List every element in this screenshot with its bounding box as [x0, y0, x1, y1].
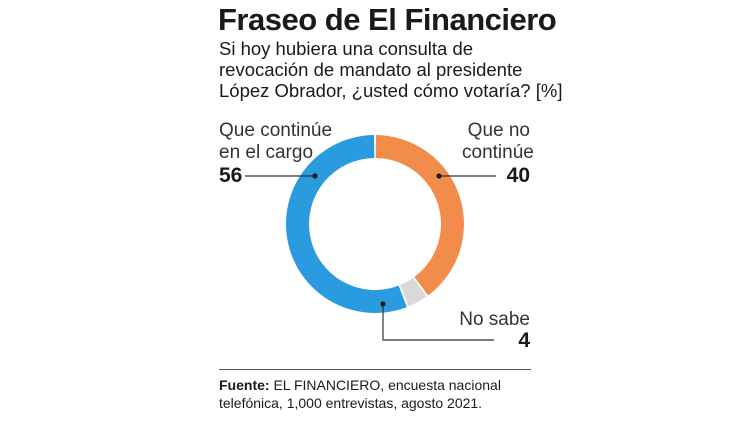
source-label: Fuente:: [219, 377, 270, 393]
subtitle-line: López Obrador, ¿usted cómo votaría? [%]: [219, 80, 563, 101]
footer-divider: [219, 369, 531, 370]
slice-value-not-continue: 40: [506, 164, 530, 187]
chart-title: Fraseo de El Financiero: [218, 2, 557, 37]
slice-value-continue: 56: [219, 164, 243, 187]
leader-dot-dont-know: [380, 301, 386, 307]
donut-slice-0: [375, 135, 465, 296]
donut-slice-2: [286, 135, 407, 313]
leader-line-dont-know: [382, 304, 494, 341]
slice-label-continue: Que continúe en el cargo: [219, 120, 333, 163]
slice-label-not-continue: Que no continúe: [462, 120, 534, 163]
source-text: EL FINANCIERO, encuesta nacional telefón…: [219, 377, 501, 411]
leader-dot-not-continue: [436, 173, 442, 179]
chart-subtitle: Si hoy hubiera una consulta de revocació…: [219, 38, 563, 101]
source-note: Fuente: EL FINANCIERO, encuesta nacional…: [219, 376, 549, 412]
subtitle-line: revocación de mandato al presidente: [219, 59, 523, 80]
donut-slice-1: [399, 277, 427, 307]
slice-label-dont-know: No sabe: [459, 309, 530, 330]
subtitle-line: Si hoy hubiera una consulta de: [219, 38, 474, 59]
slice-value-dont-know: 4: [518, 329, 530, 352]
leader-dot-continue: [312, 173, 318, 179]
